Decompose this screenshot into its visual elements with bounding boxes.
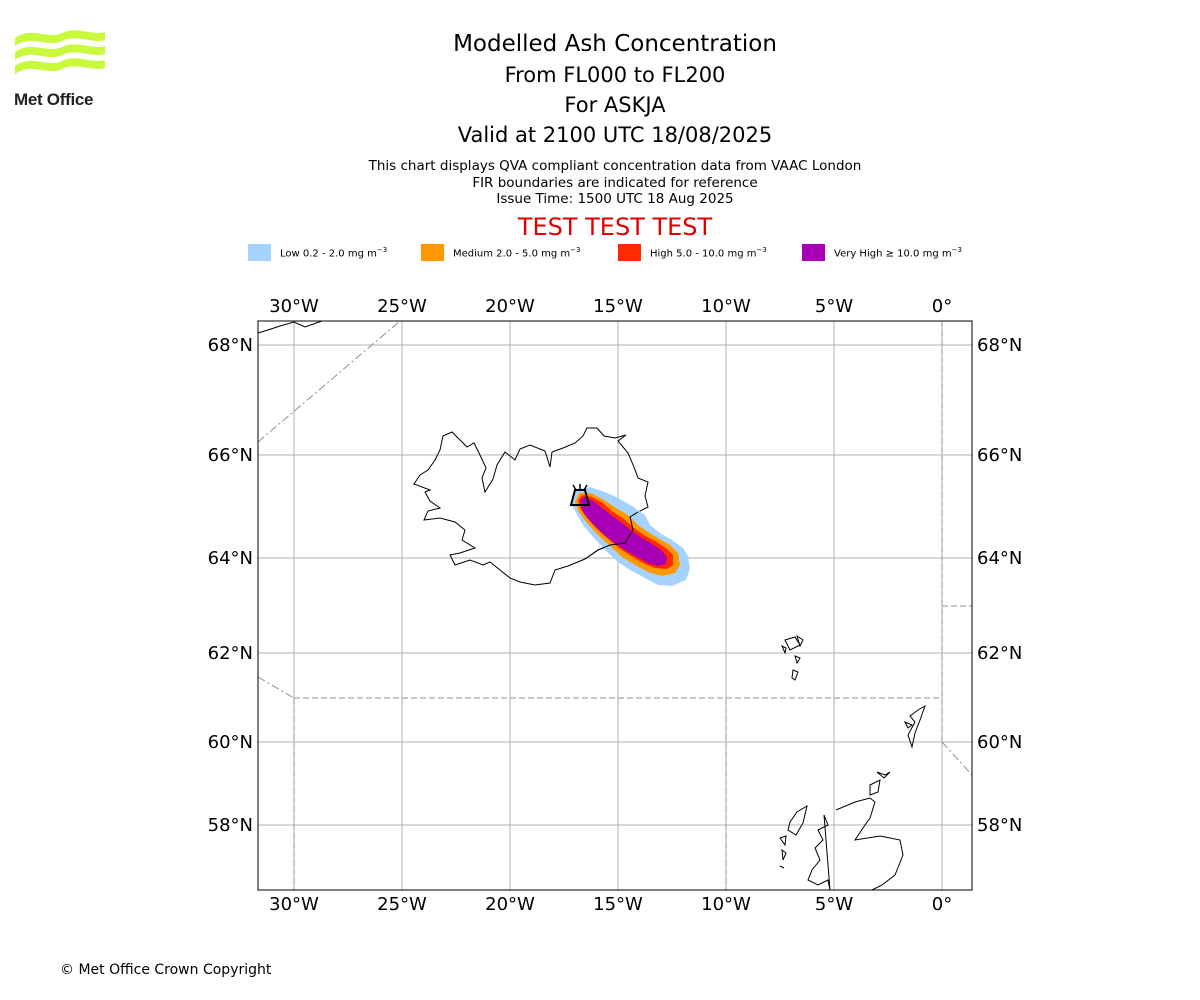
met-office-waves-icon [15,30,105,74]
lat-tick-labels-left: 68°N 66°N 64°N 62°N 60°N 58°N [208,335,253,836]
legend: Low 0.2 - 2.0 mg m−3 Medium 2.0 - 5.0 mg… [0,244,1200,264]
legend-item-medium: Medium 2.0 - 5.0 mg m−3 [421,244,580,261]
note-qva: This chart displays QVA compliant concen… [368,158,862,174]
valid-time: Valid at 2100 UTC 18/08/2025 [457,123,773,147]
test-banner: TEST TEST TEST [517,213,713,241]
logo-text: Met Office [14,90,94,109]
lat-tick-68n-right: 68°N [977,335,1022,356]
ash-plume [572,487,690,586]
lat-tick-66n-left: 66°N [208,445,253,466]
lat-tick-62n-left: 62°N [208,643,253,664]
lon-tick-labels-top: 30°W 25°W 20°W 15°W 10°W 5°W 0° [269,296,952,317]
legend-label-very-high: Very High ≥ 10.0 mg m−3 [834,245,962,260]
lon-tick-5w-top: 5°W [815,296,853,317]
lon-tick-30w-bottom: 30°W [269,894,319,915]
graticule [258,321,972,890]
legend-label-medium: Medium 2.0 - 5.0 mg m−3 [453,245,581,260]
legend-swatch-high [618,244,641,261]
lon-tick-0-top: 0° [932,296,952,317]
scotland-coastline [807,797,904,890]
note-fir: FIR boundaries are indicated for referen… [472,174,758,191]
legend-swatch-medium [421,244,444,261]
legend-swatch-low [248,244,271,261]
legend-label-high: High 5.0 - 10.0 mg m−3 [650,245,767,260]
lat-tick-68n-left: 68°N [208,335,253,356]
lat-tick-60n-right: 60°N [977,732,1022,753]
lon-tick-labels-bottom: 30°W 25°W 20°W 15°W 10°W 5°W 0° [269,894,952,915]
ash-very-high [580,497,667,566]
note-issue-time: Issue Time: 1500 UTC 18 Aug 2025 [496,191,734,207]
chart-notes: This chart displays QVA compliant concen… [315,158,915,208]
lon-tick-20w-bottom: 20°W [485,894,535,915]
lon-tick-15w-bottom: 15°W [593,894,643,915]
lon-tick-30w-top: 30°W [269,296,319,317]
legend-item-low: Low 0.2 - 2.0 mg m−3 [248,244,387,261]
lat-tick-60n-left: 60°N [208,732,253,753]
lon-tick-20w-top: 20°W [485,296,535,317]
page-title: Modelled Ash Concentration [453,31,777,57]
volcano-icon [569,484,591,506]
lon-tick-15w-top: 15°W [593,296,643,317]
lon-tick-10w-top: 10°W [701,296,751,317]
lon-tick-5w-bottom: 5°W [815,894,853,915]
lat-tick-58n-right: 58°N [977,815,1022,836]
met-office-logo: Met Office [12,28,112,114]
lat-tick-58n-left: 58°N [208,815,253,836]
flight-levels: From FL000 to FL200 [504,63,726,87]
coastlines [258,321,926,890]
map-frame [257,320,973,891]
legend-label-low: Low 0.2 - 2.0 mg m−3 [280,245,388,260]
lon-tick-10w-bottom: 10°W [701,894,751,915]
lon-tick-25w-top: 25°W [377,296,427,317]
legend-item-high: High 5.0 - 10.0 mg m−3 [618,244,767,261]
legend-item-very-high: Very High ≥ 10.0 mg m−3 [802,244,962,261]
chart-titles: Modelled Ash Concentration From FL000 to… [365,28,865,150]
legend-swatch-very-high [802,244,825,261]
lon-tick-0-bottom: 0° [932,894,952,915]
lat-tick-62n-right: 62°N [977,643,1022,664]
fir-boundaries [258,321,972,890]
lat-tick-labels-right: 68°N 66°N 64°N 62°N 60°N 58°N [977,335,1022,836]
lat-tick-64n-right: 64°N [977,548,1022,569]
lon-tick-25w-bottom: 25°W [377,894,427,915]
volcano-name: For ASKJA [564,93,666,117]
lat-tick-64n-left: 64°N [208,548,253,569]
copyright: © Met Office Crown Copyright [60,962,272,978]
lat-tick-66n-right: 66°N [977,445,1022,466]
